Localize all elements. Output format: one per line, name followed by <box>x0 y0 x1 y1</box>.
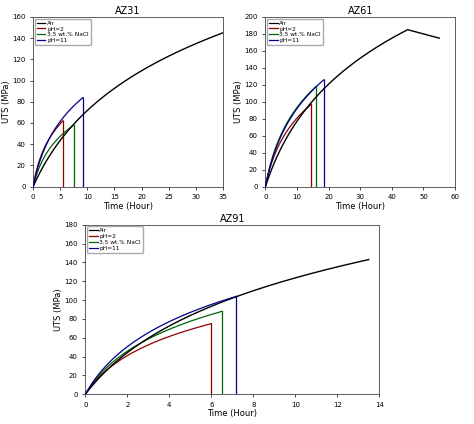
Legend: Air, pH=2, 3.5 wt.% NaCl, pH=11: Air, pH=2, 3.5 wt.% NaCl, pH=11 <box>267 19 323 45</box>
Legend: Air, pH=2, 3.5 wt.% NaCl, pH=11: Air, pH=2, 3.5 wt.% NaCl, pH=11 <box>35 19 91 45</box>
Legend: Air, pH=2, 3.5 wt.% NaCl, pH=11: Air, pH=2, 3.5 wt.% NaCl, pH=11 <box>87 226 143 253</box>
X-axis label: Time (Hour): Time (Hour) <box>335 201 385 211</box>
Y-axis label: UTS (MPa): UTS (MPa) <box>54 288 63 331</box>
X-axis label: Time (Hour): Time (Hour) <box>103 201 153 211</box>
Y-axis label: UTS (MPa): UTS (MPa) <box>1 81 10 123</box>
Title: AZ61: AZ61 <box>347 6 373 16</box>
Y-axis label: UTS (MPa): UTS (MPa) <box>234 81 243 123</box>
Title: AZ91: AZ91 <box>219 214 245 224</box>
Title: AZ31: AZ31 <box>115 6 141 16</box>
X-axis label: Time (Hour): Time (Hour) <box>207 409 257 418</box>
